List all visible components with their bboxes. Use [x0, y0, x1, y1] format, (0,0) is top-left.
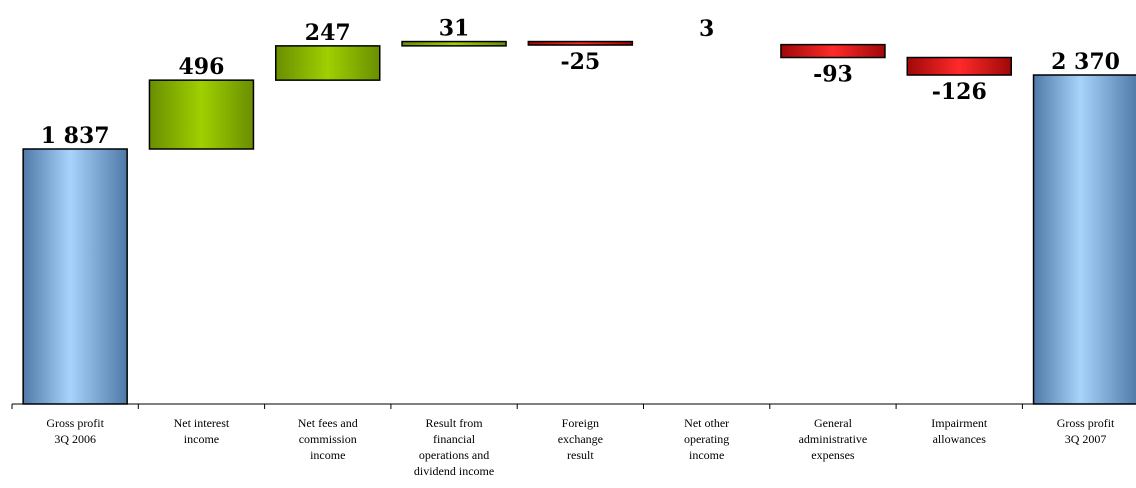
category-label-line: expenses: [811, 448, 855, 462]
category-label-7: Impairment allowances: [931, 416, 988, 446]
value-label-3: 31: [439, 16, 470, 42]
value-label-8: 2 370: [1051, 49, 1120, 75]
bar-4: [527, 40, 634, 46]
value-label-0: 1 837: [41, 123, 110, 149]
category-label-line: 3Q 2007: [1065, 432, 1107, 446]
category-label-line: operations and: [419, 448, 489, 462]
value-labels-group: 1 837 496 247 31 -25 3 -93 -126 2 370: [41, 16, 1120, 149]
category-label-line: administrative: [799, 432, 868, 446]
category-label-line: dividend income: [414, 464, 494, 478]
category-label-line: Net fees and: [298, 416, 358, 430]
bar-0: [22, 148, 128, 405]
value-label-4: -25: [560, 49, 600, 75]
bar-1: [148, 79, 255, 150]
category-label-4: Foreign exchange result: [558, 416, 603, 462]
category-label-6: General administrative expenses: [799, 416, 868, 462]
category-label-5: Net other operating income: [684, 416, 729, 462]
category-label-line: commission: [299, 432, 357, 446]
category-label-line: Gross profit: [1057, 416, 1115, 430]
bar-6: [780, 43, 886, 59]
category-label-line: 3Q 2006: [54, 432, 96, 446]
category-label-3: Result from financial operations and divide…: [414, 416, 494, 478]
value-label-7: -126: [932, 79, 987, 105]
category-label-line: exchange: [558, 432, 603, 446]
category-label-2: Net fees and commission income: [298, 416, 358, 462]
category-label-line: income: [310, 448, 345, 462]
category-label-0: Gross profit 3Q 2006: [46, 416, 104, 446]
bars-group: [22, 40, 1136, 405]
category-label-line: Result from: [426, 416, 484, 430]
category-label-line: result: [567, 448, 594, 462]
category-label-line: financial: [433, 432, 476, 446]
category-label-line: Impairment: [931, 416, 988, 430]
category-label-line: Net interest: [174, 416, 230, 430]
category-label-line: Foreign: [562, 416, 599, 430]
value-label-1: 496: [178, 54, 224, 80]
bar-7: [906, 56, 1012, 76]
category-label-line: income: [689, 448, 724, 462]
bar-3: [401, 40, 507, 47]
category-label-line: General: [814, 416, 853, 430]
category-label-8: Gross profit 3Q 2007: [1057, 416, 1115, 446]
value-label-5: 3: [699, 16, 714, 42]
bar-8: [1032, 74, 1136, 405]
category-label-line: Net other: [684, 416, 729, 430]
bar-2: [275, 45, 381, 81]
value-label-2: 247: [305, 20, 351, 46]
category-label-line: allowances: [933, 432, 987, 446]
category-label-line: operating: [684, 432, 729, 446]
category-label-line: income: [184, 432, 219, 446]
category-label-1: Net interest income: [174, 416, 230, 446]
x-axis-ticks: [11, 404, 1023, 409]
value-label-6: -93: [813, 62, 853, 88]
category-label-line: Gross profit: [46, 416, 104, 430]
